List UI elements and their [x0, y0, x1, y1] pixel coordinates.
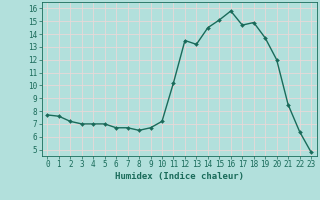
X-axis label: Humidex (Indice chaleur): Humidex (Indice chaleur)	[115, 172, 244, 181]
